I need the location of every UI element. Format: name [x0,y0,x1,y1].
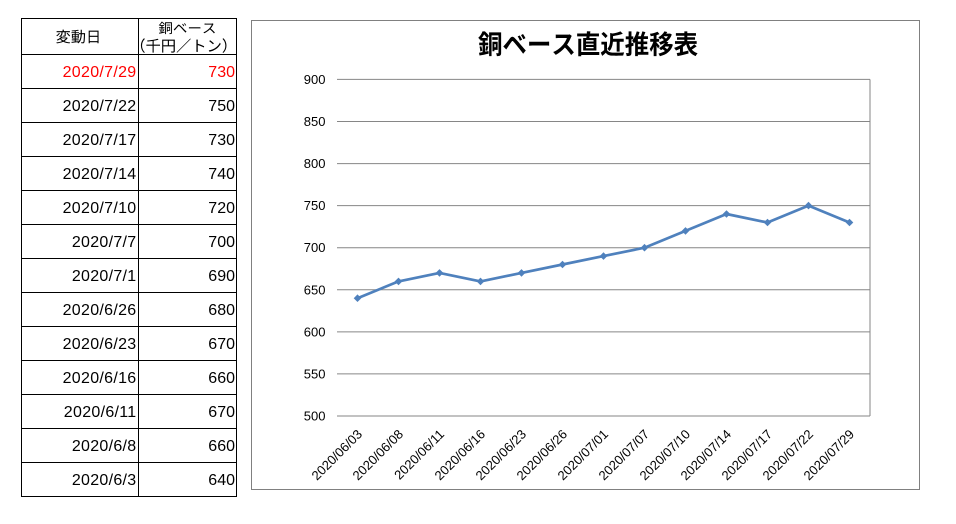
svg-text:700: 700 [304,240,326,255]
svg-text:900: 900 [304,72,326,87]
svg-text:800: 800 [304,156,326,171]
svg-text:600: 600 [304,324,326,339]
svg-text:500: 500 [304,409,326,424]
svg-text:550: 550 [304,366,326,381]
svg-text:750: 750 [304,198,326,213]
svg-text:850: 850 [304,114,326,129]
svg-text:650: 650 [304,282,326,297]
